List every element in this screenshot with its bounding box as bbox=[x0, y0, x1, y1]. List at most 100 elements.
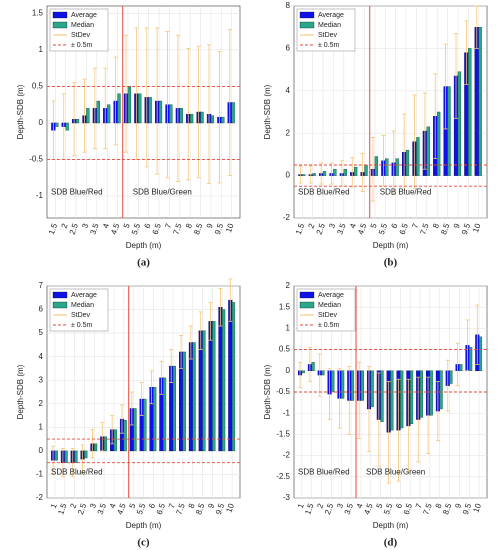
error-bar bbox=[464, 20, 469, 85]
error-bar bbox=[155, 27, 160, 175]
error-bar bbox=[72, 82, 77, 157]
x-tick-label: 2.5 bbox=[315, 222, 327, 236]
bar-median bbox=[84, 450, 88, 459]
error-bar bbox=[179, 335, 184, 369]
bar-median bbox=[231, 102, 235, 124]
error-bar bbox=[350, 157, 355, 188]
x-tick-label: 4.5 bbox=[115, 502, 127, 516]
legend-swatch bbox=[52, 11, 68, 19]
y-tick-label: -2 bbox=[283, 451, 291, 460]
annotation: SDB Blue/Red bbox=[298, 468, 350, 477]
bar-median bbox=[172, 365, 176, 452]
x-tick-label: 9 bbox=[453, 502, 463, 510]
x-tick-label: 9.5 bbox=[461, 502, 473, 516]
y-tick-label: 0 bbox=[286, 171, 291, 180]
bar-median bbox=[400, 370, 404, 429]
x-tick-label: 5 bbox=[375, 502, 385, 510]
bar-median bbox=[162, 377, 167, 452]
bar-median bbox=[65, 122, 69, 131]
error-bar bbox=[317, 353, 322, 397]
bar-median bbox=[321, 370, 325, 376]
bar-median bbox=[353, 166, 358, 176]
legend-swatch bbox=[299, 21, 315, 29]
legend-label: ± 0.5m bbox=[71, 42, 93, 49]
y-tick-label: -1 bbox=[283, 408, 291, 417]
panel: -1-0.500.511.51.5 22.5 33.5 44.5 55.5 66.5 77.… bbox=[16, 5, 241, 269]
legend-label: StDev bbox=[71, 32, 91, 39]
x-tick-label: 8.5 bbox=[441, 502, 453, 516]
x-tick-label: 1 bbox=[49, 502, 59, 510]
error-bar bbox=[175, 34, 180, 182]
annotation: SDB Blue/Green bbox=[366, 468, 425, 477]
error-bar bbox=[443, 43, 448, 130]
error-bar bbox=[386, 380, 391, 484]
y-tick-label: 2 bbox=[39, 399, 44, 408]
bar-median bbox=[148, 97, 152, 124]
x-tick-label: 10 bbox=[471, 502, 483, 514]
error-bar bbox=[435, 380, 440, 442]
y-tick-label: 6 bbox=[286, 44, 291, 53]
legend-label: ± 0.5m bbox=[318, 322, 340, 329]
y-tick-label: -2 bbox=[283, 213, 291, 222]
x-tick-label: 6 bbox=[143, 222, 153, 230]
legend: Average Median StDev ± 0.5m bbox=[296, 8, 356, 52]
error-bar bbox=[360, 152, 365, 192]
x-axis-label: Depth (m) bbox=[126, 241, 162, 250]
error-bar bbox=[198, 311, 203, 351]
x-tick-label: 6 bbox=[390, 222, 400, 230]
x-tick-label: 7 bbox=[414, 502, 424, 510]
bar-median bbox=[447, 86, 451, 176]
error-bar bbox=[474, 5, 479, 49]
bar-median bbox=[189, 113, 194, 124]
bar-average bbox=[208, 321, 213, 452]
error-bar bbox=[103, 67, 108, 149]
error-bar bbox=[465, 319, 470, 372]
x-tick-label: 5.5 bbox=[377, 222, 389, 236]
error-bar bbox=[422, 92, 427, 170]
x-tick-label: 7.5 bbox=[421, 502, 433, 516]
y-tick-label: 1 bbox=[39, 45, 44, 54]
error-bar bbox=[218, 287, 223, 327]
bar-median bbox=[54, 450, 58, 461]
bar-median bbox=[457, 71, 462, 176]
bar-median bbox=[158, 100, 163, 124]
y-tick-label: -0.5 bbox=[29, 155, 43, 164]
bar-median bbox=[370, 370, 374, 408]
x-tick-label: 9 bbox=[452, 222, 462, 230]
bar-median bbox=[416, 137, 420, 176]
x-tick-label: 6.5 bbox=[402, 502, 414, 516]
bar-median bbox=[86, 108, 90, 124]
x-tick-label: 10 bbox=[224, 222, 236, 234]
bar-median bbox=[374, 156, 379, 176]
bar-median bbox=[94, 443, 98, 452]
legend-swatch bbox=[52, 301, 68, 309]
x-tick-label: 3.5 bbox=[335, 222, 347, 236]
error-bar bbox=[100, 422, 105, 452]
bar-median bbox=[360, 370, 364, 401]
x-tick-label: 6.5 bbox=[151, 222, 163, 236]
error-bar bbox=[402, 113, 407, 191]
y-axis-label: Depth-SDB (m) bbox=[16, 364, 25, 419]
bar-median bbox=[419, 370, 423, 418]
error-bar bbox=[426, 376, 431, 454]
error-bar bbox=[376, 372, 381, 467]
panel-caption: (a) bbox=[137, 257, 150, 269]
error-bar bbox=[366, 366, 371, 452]
error-bar bbox=[228, 278, 233, 322]
y-tick-label: -3 bbox=[283, 493, 291, 502]
legend-label: Median bbox=[71, 22, 94, 29]
y-axis-label: Depth-SDB (m) bbox=[263, 364, 272, 419]
y-tick-label: -2 bbox=[36, 493, 44, 502]
x-tick-label: 6 bbox=[394, 502, 404, 510]
x-tick-label: 6.5 bbox=[398, 222, 410, 236]
bar-median bbox=[439, 370, 443, 410]
y-tick-label: 1 bbox=[286, 324, 291, 333]
error-bar bbox=[196, 45, 201, 179]
panel-caption: (d) bbox=[384, 537, 398, 549]
bar-median bbox=[202, 330, 206, 452]
legend-swatch bbox=[299, 291, 315, 299]
legend-swatch bbox=[52, 291, 68, 299]
y-tick-label: 0 bbox=[39, 118, 44, 127]
